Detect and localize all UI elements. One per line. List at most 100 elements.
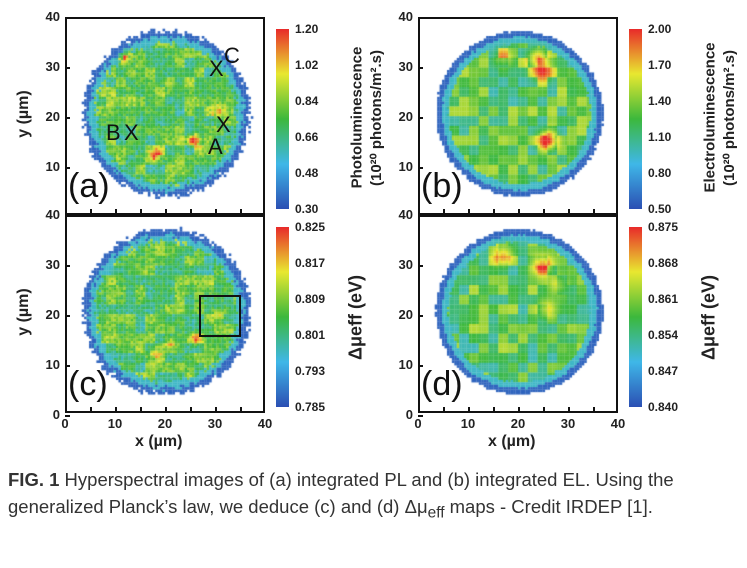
colorbar-tick-label: 2.00 xyxy=(648,22,672,36)
colorbar xyxy=(276,29,289,209)
y-tick-mark xyxy=(418,215,423,217)
x-tick-label: 20 xyxy=(157,416,173,431)
y-tick-mark xyxy=(65,365,70,367)
y-tick-mark xyxy=(65,315,70,317)
y-tick-label: 0 xyxy=(405,407,413,422)
y-tick-mark xyxy=(65,265,70,267)
y-tick-mark xyxy=(418,365,423,367)
x-tick-mark xyxy=(215,209,217,214)
x-tick-mark xyxy=(443,407,445,412)
y-tick-label: 20 xyxy=(45,109,60,124)
colorbar-unit: (10²⁰ photons/m².s) xyxy=(721,50,738,187)
colorbar-tick-label: 1.70 xyxy=(648,58,672,72)
panel-label: (c) xyxy=(68,365,108,403)
x-tick-mark xyxy=(568,209,570,214)
marker-label: X xyxy=(209,56,224,81)
y-tick-label: 30 xyxy=(398,59,413,74)
panel-label: (b) xyxy=(421,167,463,205)
x-tick-label: 10 xyxy=(107,416,123,431)
y-tick-mark xyxy=(418,315,423,317)
y-axis-label: y (µm) xyxy=(15,90,32,138)
y-tick-mark xyxy=(418,265,423,267)
y-tick-mark xyxy=(65,215,70,217)
y-tick-mark xyxy=(65,67,70,69)
x-tick-mark xyxy=(115,209,117,214)
colorbar xyxy=(276,227,289,407)
heatmap-canvas xyxy=(420,19,616,213)
colorbar xyxy=(629,227,642,407)
y-tick-mark xyxy=(65,117,70,119)
colorbar-title: Photoluminescence xyxy=(348,46,366,189)
x-tick-mark xyxy=(190,407,192,412)
y-tick-label: 10 xyxy=(45,357,60,372)
x-tick-mark xyxy=(115,407,117,412)
x-tick-mark xyxy=(543,407,545,412)
marker-label: C xyxy=(224,43,240,68)
x-axis-label: x (µm) xyxy=(488,433,536,450)
y-tick-label: 40 xyxy=(398,9,413,24)
x-tick-mark xyxy=(593,407,595,412)
x-tick-mark xyxy=(518,209,520,214)
colorbar-tick-label: 0.809 xyxy=(295,292,326,306)
heatmap-panel-b xyxy=(418,17,618,215)
x-tick-mark xyxy=(140,407,142,412)
y-tick-label: 30 xyxy=(398,257,413,272)
y-tick-label: 20 xyxy=(398,109,413,124)
colorbar-tick-label: 1.40 xyxy=(648,94,672,108)
x-tick-mark xyxy=(568,407,570,412)
marker-label: X xyxy=(216,112,231,137)
x-tick-label: 30 xyxy=(207,416,223,431)
x-tick-label: 40 xyxy=(610,416,626,431)
colorbar-unit: (10²⁰ photons/m².s) xyxy=(368,50,385,187)
x-tick-label: 40 xyxy=(257,416,273,431)
colorbar-tick-label: 1.02 xyxy=(295,58,319,72)
x-tick-mark xyxy=(443,209,445,214)
colorbar xyxy=(629,29,642,209)
region-box xyxy=(199,295,241,337)
marker-label: A xyxy=(208,134,223,159)
colorbar-tick-label: 0.875 xyxy=(648,220,679,234)
caption-text: Hyperspectral images of (a) integrated P… xyxy=(8,469,674,517)
caption-tail: maps - Credit IRDEP [1]. xyxy=(444,496,653,517)
caption-subscript: eff xyxy=(427,504,445,522)
colorbar-tick-label: 0.840 xyxy=(648,400,679,414)
x-tick-mark xyxy=(165,407,167,412)
x-tick-mark xyxy=(190,209,192,214)
x-tick-mark xyxy=(493,407,495,412)
x-tick-mark xyxy=(468,209,470,214)
marker-label: B xyxy=(106,120,121,145)
y-tick-mark xyxy=(418,67,423,69)
colorbar-tick-label: 0.84 xyxy=(295,94,319,108)
colorbar-tick-label: 0.854 xyxy=(648,328,679,342)
x-tick-label: 30 xyxy=(560,416,576,431)
heatmap-panel-c xyxy=(65,215,265,413)
colorbar-tick-label: 0.861 xyxy=(648,292,679,306)
x-tick-mark xyxy=(240,209,242,214)
colorbar-tick-label: 0.48 xyxy=(295,166,319,180)
colorbar-tick-label: 0.785 xyxy=(295,400,326,414)
x-tick-mark xyxy=(140,209,142,214)
x-tick-label: 0 xyxy=(414,416,422,431)
y-tick-label: 0 xyxy=(52,407,60,422)
x-tick-mark xyxy=(165,209,167,214)
y-tick-label: 30 xyxy=(45,59,60,74)
x-tick-mark xyxy=(468,407,470,412)
panel-label: (a) xyxy=(68,167,110,205)
y-tick-label: 10 xyxy=(398,159,413,174)
y-tick-label: 30 xyxy=(45,257,60,272)
colorbar-tick-label: 0.801 xyxy=(295,328,326,342)
marker-label: X xyxy=(124,120,139,145)
y-tick-mark xyxy=(65,415,70,417)
y-tick-mark xyxy=(65,17,70,19)
y-tick-label: 20 xyxy=(45,307,60,322)
x-tick-label: 10 xyxy=(460,416,476,431)
y-tick-mark xyxy=(418,167,423,169)
colorbar-tick-label: 0.50 xyxy=(648,202,672,216)
x-tick-mark xyxy=(543,209,545,214)
x-tick-mark xyxy=(215,407,217,412)
x-tick-mark xyxy=(90,407,92,412)
colorbar-tick-label: 0.817 xyxy=(295,256,326,270)
y-tick-label: 40 xyxy=(45,207,60,222)
y-tick-mark xyxy=(418,415,423,417)
y-tick-mark xyxy=(418,17,423,19)
